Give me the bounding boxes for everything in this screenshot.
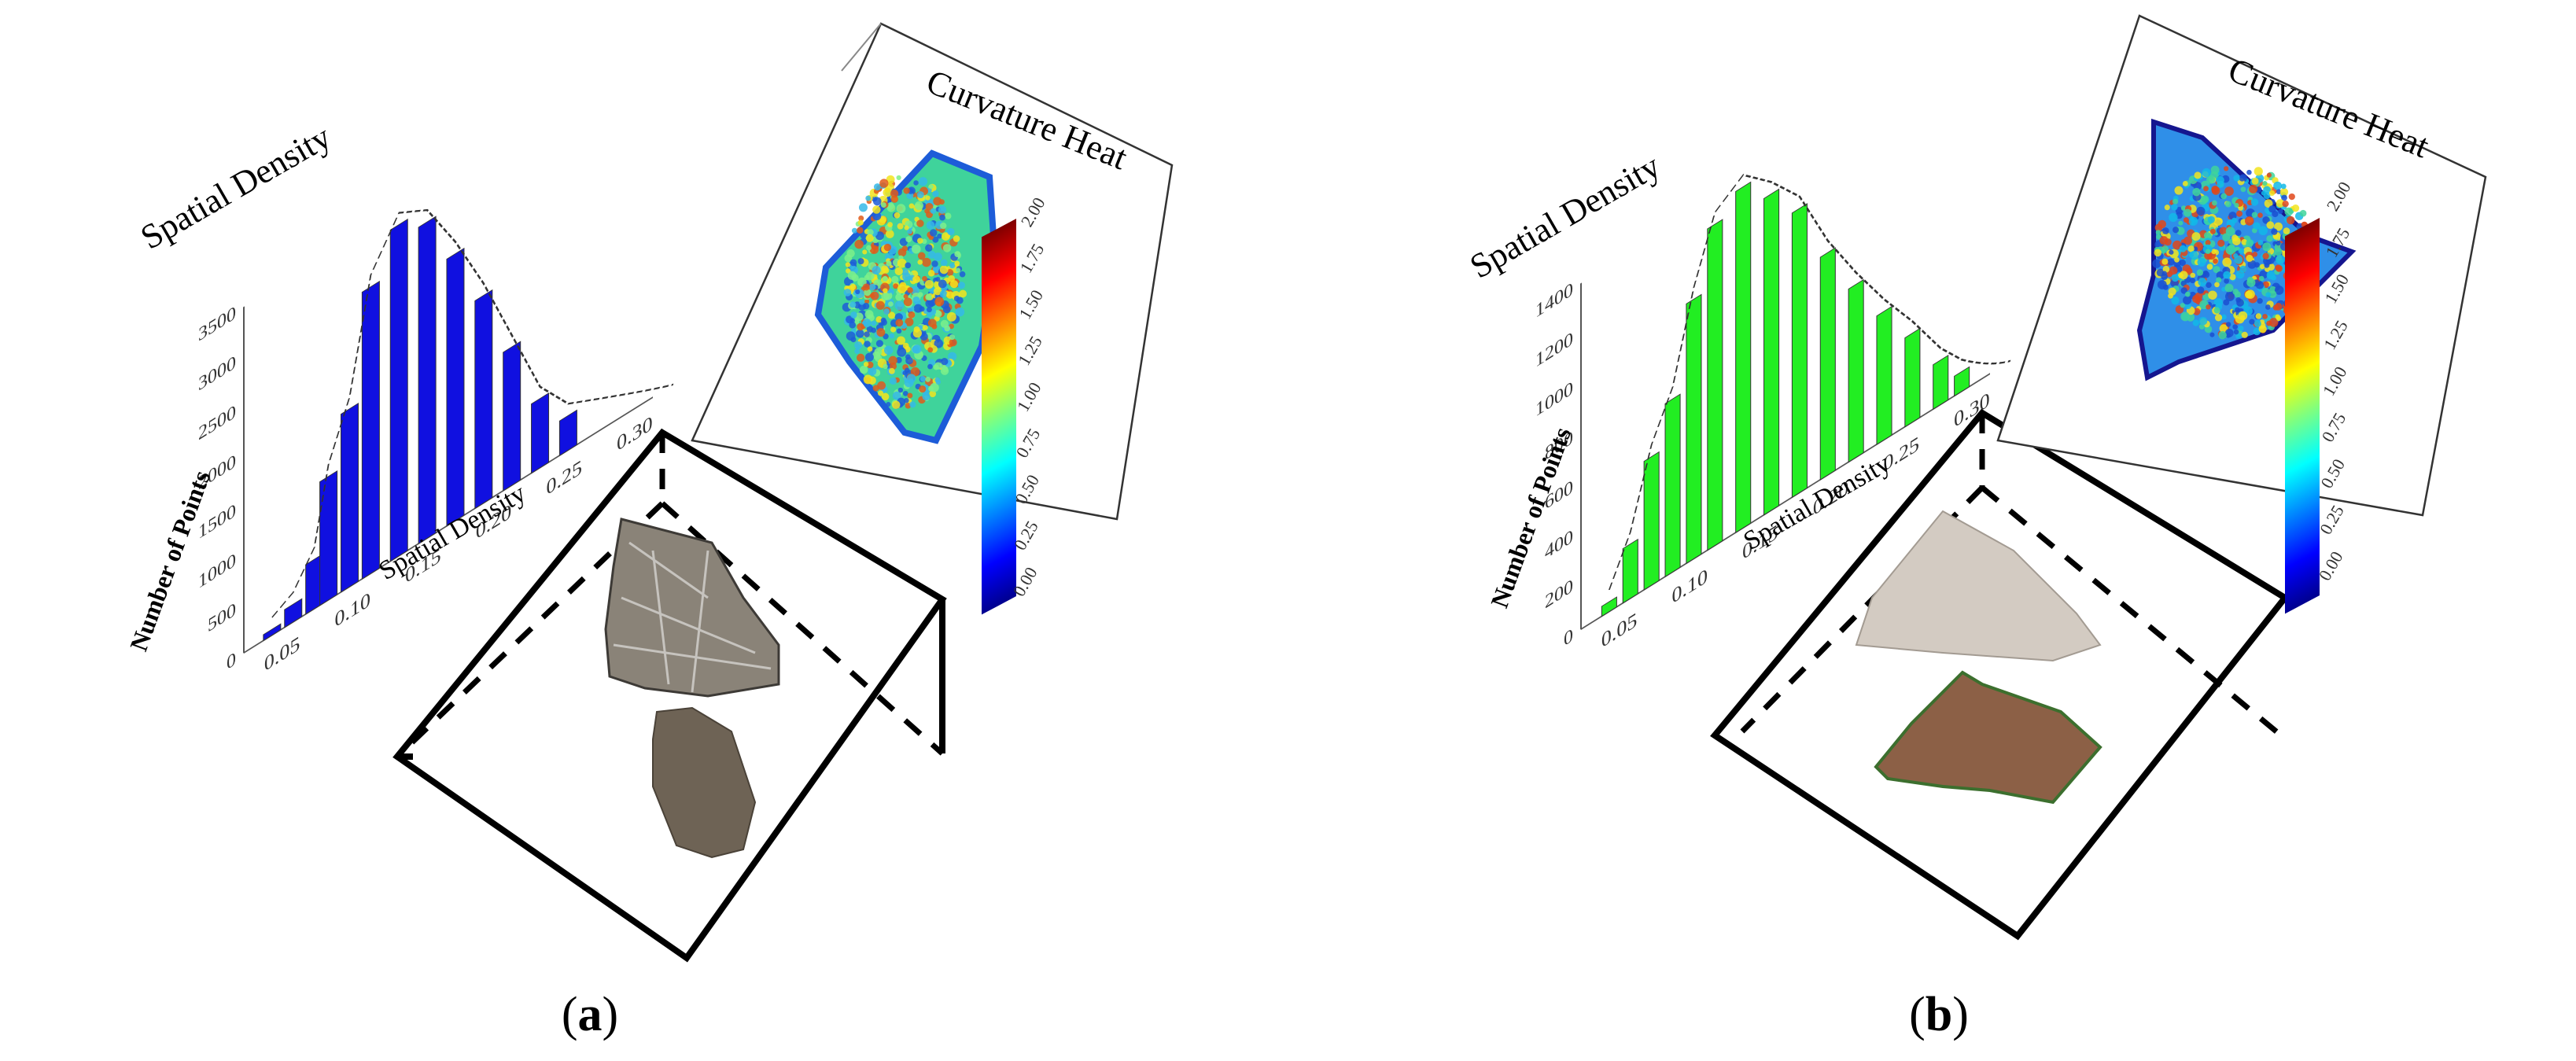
moth-image xyxy=(652,706,757,859)
point-cloud-mesh xyxy=(604,518,780,698)
x-tick-label: 0.10 xyxy=(335,588,370,632)
histogram-bar xyxy=(1791,203,1808,499)
y-tick-label: 0 xyxy=(227,647,236,674)
histogram-bar xyxy=(1664,393,1681,577)
x-tick-label: 0.25 xyxy=(546,455,581,500)
histogram-bar xyxy=(1904,327,1921,428)
panel-a: 0.050.100.150.200.250.300500100015002000… xyxy=(124,22,1174,1041)
histogram-bar xyxy=(474,289,493,510)
histogram-bar xyxy=(1954,366,1970,397)
histogram-bar xyxy=(1707,219,1723,551)
histogram-bar xyxy=(503,341,521,492)
moth-image xyxy=(1874,670,2102,805)
density-curve xyxy=(1608,174,2011,591)
histogram-bar xyxy=(446,247,465,527)
histogram-bar xyxy=(1686,293,1702,565)
histogram-bar xyxy=(1819,247,1836,481)
histogram-bar xyxy=(1735,181,1752,533)
point-cloud-mesh xyxy=(1855,510,2102,662)
histogram-bar xyxy=(418,216,437,545)
y-tick-label: 1200 xyxy=(1535,327,1573,371)
histogram-bar xyxy=(558,409,577,456)
y-tick-label: 3500 xyxy=(198,301,236,345)
y-tick-label: 400 xyxy=(1545,525,1573,563)
x-axis-label: Spatial Density xyxy=(1739,449,1896,556)
histogram-bar xyxy=(1643,451,1660,591)
histogram-bar xyxy=(531,392,550,474)
x-tick-label: 0.05 xyxy=(264,632,300,676)
y-tick-label: 1000 xyxy=(198,548,236,592)
cube-frame xyxy=(1710,408,2290,941)
y-tick-label: 500 xyxy=(208,598,236,636)
histogram-bar xyxy=(319,470,338,606)
curvature-heat-panel: Curvature Heat xyxy=(691,22,1174,615)
y-tick-label: 0 xyxy=(1564,624,1573,650)
caption-a: (a) xyxy=(562,988,618,1041)
panel-b: 0.050.100.150.200.250.300200400600800100… xyxy=(1464,14,2487,1041)
histogram-bar xyxy=(284,598,303,628)
y-tick-label: 200 xyxy=(1545,574,1573,613)
histogram-bar xyxy=(1848,278,1864,463)
histogram-bar xyxy=(1601,596,1617,617)
curvature-heat-panel: Curvature Heat xyxy=(1996,14,2487,614)
histogram-bar xyxy=(389,218,408,562)
cube-frame xyxy=(392,428,947,963)
y-tick-label: 1400 xyxy=(1535,278,1573,322)
histogram-bar xyxy=(263,623,282,642)
y-tick-label: 3000 xyxy=(198,351,236,395)
y-axis-label: Number of Points xyxy=(124,466,216,654)
histogram-bar xyxy=(1933,354,1949,411)
colorbar-tick-label: 0.25 xyxy=(2316,502,2348,538)
caption-b: (b) xyxy=(1909,988,1969,1041)
x-tick-label: 0.05 xyxy=(1601,608,1637,653)
histogram-title: Spatial Density xyxy=(1464,146,1667,286)
histogram-bar xyxy=(1763,188,1780,516)
histogram-title: Spatial Density xyxy=(135,117,337,256)
colorbar xyxy=(982,219,1016,615)
histogram-bar xyxy=(361,280,380,580)
y-tick-label: 2500 xyxy=(198,400,236,444)
histogram-bar xyxy=(1876,305,1892,445)
x-tick-label: 0.10 xyxy=(1672,564,1708,609)
density-curve xyxy=(271,208,674,618)
density-histogram: 0.050.100.150.200.250.300500100015002000… xyxy=(198,208,674,676)
histogram-bar xyxy=(1622,538,1638,604)
colorbar xyxy=(2285,217,2320,614)
y-tick-label: 1000 xyxy=(1535,377,1573,421)
histogram-plot: 0.050.100.150.200.250.300500100015002000… xyxy=(198,208,674,676)
histogram-bar xyxy=(340,402,359,593)
